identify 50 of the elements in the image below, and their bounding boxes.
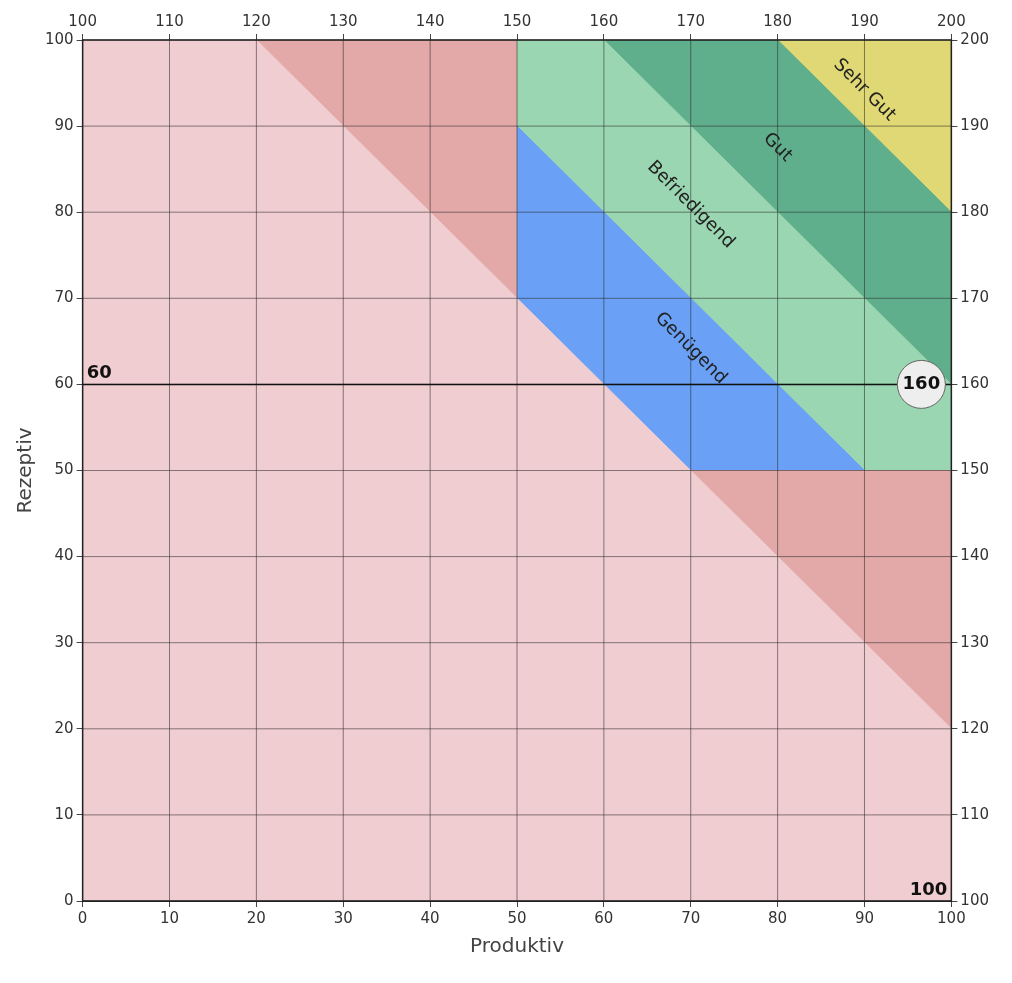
x-tick-label: 30 [333,908,353,927]
y-tick-label: 30 [54,632,74,651]
x-tick-label: 90 [854,908,875,927]
x-tick-label: 20 [246,908,266,927]
y2-tick-label: 110 [960,804,990,823]
annotation: 160 [902,372,941,394]
x-tick-label: 40 [420,908,440,927]
y2-tick-label: 140 [960,546,990,565]
y-tick-label: 70 [54,288,74,307]
x2-tick-label: 140 [415,11,445,30]
annotation: 100 [909,877,948,899]
y2-tick-label: 180 [960,202,990,221]
x-tick-label: 70 [681,908,701,927]
y-tick-label: 50 [54,460,74,479]
x-tick-label: 50 [507,908,527,927]
y2-tick-label: 150 [960,460,990,479]
y-axis-title: Rezeptiv [12,427,37,514]
x2-tick-label: 100 [68,11,97,30]
y2-tick-label: 200 [960,29,990,48]
y2-tick-label: 160 [960,374,990,393]
y-tick-label: 40 [54,546,74,565]
y2-tick-label: 170 [960,288,990,307]
x2-tick-label: 110 [155,11,184,30]
ref-line-label: 60 [86,361,112,383]
series-label: Gut [760,127,798,165]
x2-tick-label: 160 [589,11,619,30]
y-tick-label: 10 [54,804,74,823]
x2-tick-label: 170 [676,11,706,30]
x2-tick-label: 150 [502,11,532,30]
x-tick-label: 80 [768,908,788,927]
x2-tick-label: 180 [763,11,792,30]
x2-tick-label: 120 [242,11,271,30]
y-tick-label: 20 [54,718,74,737]
y2-tick-label: 120 [960,718,990,737]
y-tick-label: 0 [64,890,74,909]
x-tick-label: 60 [594,908,614,927]
y2-tick-label: 130 [960,632,990,651]
x2-tick-label: 190 [850,11,879,30]
x2-tick-label: 130 [328,11,358,30]
y-tick-label: 60 [54,374,74,393]
y-tick-label: 80 [54,202,74,221]
y-tick-label: 100 [44,29,74,48]
y2-tick-label: 100 [960,890,990,909]
x2-tick-label: 200 [937,11,966,30]
y2-tick-label: 190 [960,115,990,134]
y-tick-label: 90 [54,115,74,134]
x-tick-label: 10 [159,908,180,927]
x-tick-label: 0 [77,908,88,927]
x-axis-title: Produktiv [470,933,565,958]
x-tick-label: 100 [937,908,966,927]
